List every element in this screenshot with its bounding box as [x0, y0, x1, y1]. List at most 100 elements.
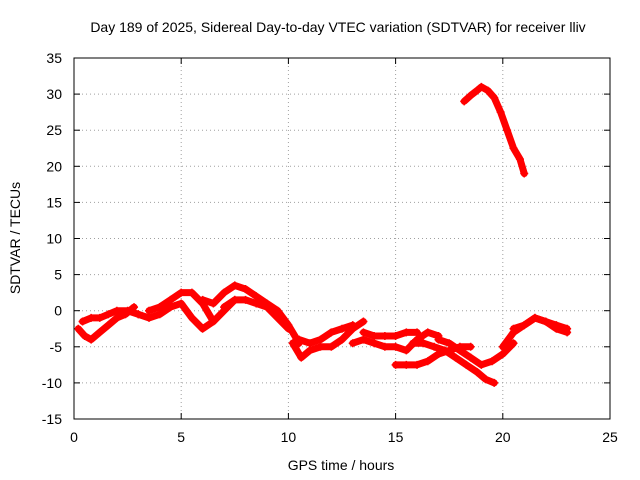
data-point [209, 317, 218, 326]
data-point [87, 313, 96, 322]
data-layer [74, 82, 572, 387]
data-point [477, 360, 486, 369]
x-tick-label: 5 [177, 429, 185, 445]
series-band [510, 314, 571, 333]
data-point [241, 285, 250, 294]
data-point [145, 306, 154, 315]
data-point [419, 339, 428, 348]
data-point [552, 321, 561, 330]
y-tick-label: 10 [46, 231, 62, 247]
series-band [289, 318, 367, 362]
data-point [402, 328, 411, 337]
data-point [466, 91, 475, 100]
data-point [430, 342, 439, 351]
data-point [252, 299, 261, 308]
data-point [477, 82, 486, 91]
data-point [423, 357, 432, 366]
y-tick-label: 25 [46, 122, 62, 138]
x-tick-label: 20 [495, 429, 511, 445]
data-point [520, 321, 529, 330]
y-tick-label: 20 [46, 158, 62, 174]
data-point [220, 288, 229, 297]
data-point [95, 328, 104, 337]
data-point [74, 324, 83, 333]
data-point [466, 353, 475, 362]
data-point [509, 324, 518, 333]
y-axis: -15 -10 -5 0 5 10 15 20 25 30 35 [42, 50, 610, 427]
x-tick-label: 15 [388, 429, 404, 445]
data-point [241, 295, 250, 304]
data-point [473, 368, 482, 377]
data-point [445, 339, 454, 348]
y-tick-label: 5 [54, 267, 62, 283]
series-band [134, 296, 239, 333]
data-point [498, 342, 507, 351]
x-tick-label: 25 [602, 429, 618, 445]
data-point [104, 321, 113, 330]
data-point [434, 335, 443, 344]
series-sat-track-o [509, 313, 572, 333]
data-point [408, 339, 417, 348]
data-point [87, 335, 96, 344]
series-sat-track-h [295, 321, 357, 348]
data-point [380, 331, 389, 340]
data-point [466, 342, 475, 351]
data-point [490, 378, 499, 387]
data-point [402, 360, 411, 369]
data-point [297, 353, 306, 362]
x-axis: 0 5 10 15 20 25 [70, 58, 618, 445]
data-point [95, 313, 104, 322]
data-point [166, 295, 175, 304]
data-point [155, 303, 164, 312]
data-point [262, 303, 271, 312]
data-point [187, 313, 196, 322]
series-sat-track-c [134, 295, 239, 333]
data-point [305, 339, 314, 348]
data-point [155, 310, 164, 319]
x-axis-label: GPS time / hours [288, 457, 395, 473]
data-point [112, 313, 121, 322]
x-tick-label: 0 [70, 429, 78, 445]
data-point [80, 331, 89, 340]
data-point [391, 342, 400, 351]
series-sat-track-i [348, 328, 443, 355]
data-point [338, 324, 346, 333]
data-point [380, 342, 389, 351]
data-point [327, 328, 336, 337]
data-point [338, 335, 346, 344]
data-point [198, 295, 207, 304]
data-point [284, 324, 293, 333]
data-point [187, 288, 196, 297]
data-point [145, 313, 154, 322]
data-point [104, 310, 113, 319]
series-sat-track-f [220, 295, 293, 333]
series-sat-track-l [408, 339, 499, 387]
data-point [413, 360, 422, 369]
data-point [496, 108, 505, 117]
data-point [455, 346, 464, 355]
data-point [288, 339, 297, 348]
y-axis-label: SDTVAR / TECUs [7, 182, 23, 294]
series-sat-track-p [460, 82, 529, 178]
data-point [402, 346, 411, 355]
data-point [563, 324, 572, 333]
chart-title: Day 189 of 2025, Sidereal Day-to-day VTE… [90, 19, 585, 35]
series-band [199, 281, 303, 347]
data-point [273, 313, 282, 322]
data-point [509, 144, 518, 153]
data-point [490, 93, 499, 102]
data-point [348, 321, 357, 330]
y-tick-label: 15 [46, 194, 62, 210]
data-point [473, 86, 482, 95]
data-point [295, 335, 304, 344]
data-point [370, 331, 379, 340]
data-point [359, 317, 368, 326]
y-tick-label: -5 [50, 339, 63, 355]
y-tick-label: 0 [54, 303, 62, 319]
series-band [434, 336, 518, 369]
x-tick-label: 10 [281, 429, 297, 445]
data-point [359, 328, 368, 337]
series-sat-track-a [74, 303, 139, 344]
y-tick-label: -10 [42, 375, 62, 391]
